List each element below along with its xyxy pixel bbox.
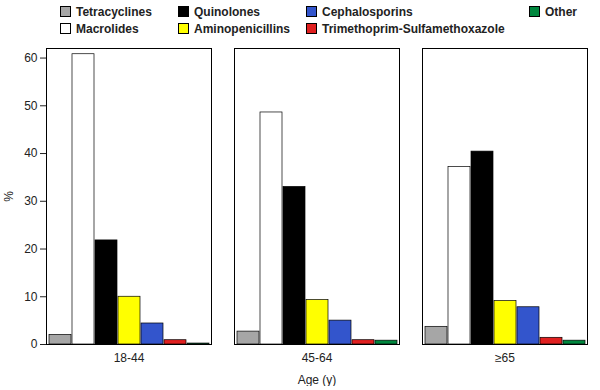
svg-text:%: % bbox=[2, 191, 16, 202]
svg-text:18-44: 18-44 bbox=[114, 351, 145, 365]
svg-text:40: 40 bbox=[24, 146, 38, 160]
html-text:Macrolides: Macrolides bbox=[76, 21, 139, 36]
html-text:Quinolones: Quinolones bbox=[194, 4, 260, 19]
svg-text:Age (y): Age (y) bbox=[298, 373, 337, 387]
svg-text:60: 60 bbox=[24, 51, 38, 65]
svg-text:30: 30 bbox=[24, 194, 38, 208]
svg-text:10: 10 bbox=[24, 290, 38, 304]
svg-text:50: 50 bbox=[24, 99, 38, 113]
svg-text:45-64: 45-64 bbox=[302, 351, 333, 365]
svg-text:0: 0 bbox=[31, 337, 38, 351]
html-text:Aminopenicillins: Aminopenicillins bbox=[194, 21, 290, 36]
svg-text:20: 20 bbox=[24, 242, 38, 256]
html-text:Tetracyclines: Tetracyclines bbox=[76, 4, 152, 19]
html-text:Cephalosporins: Cephalosporins bbox=[322, 4, 413, 19]
svg-text:≥65: ≥65 bbox=[495, 351, 515, 365]
html-text:Other: Other bbox=[545, 4, 577, 19]
html-text:Trimethoprim-Sulfamethoxazole: Trimethoprim-Sulfamethoxazole bbox=[322, 21, 505, 36]
